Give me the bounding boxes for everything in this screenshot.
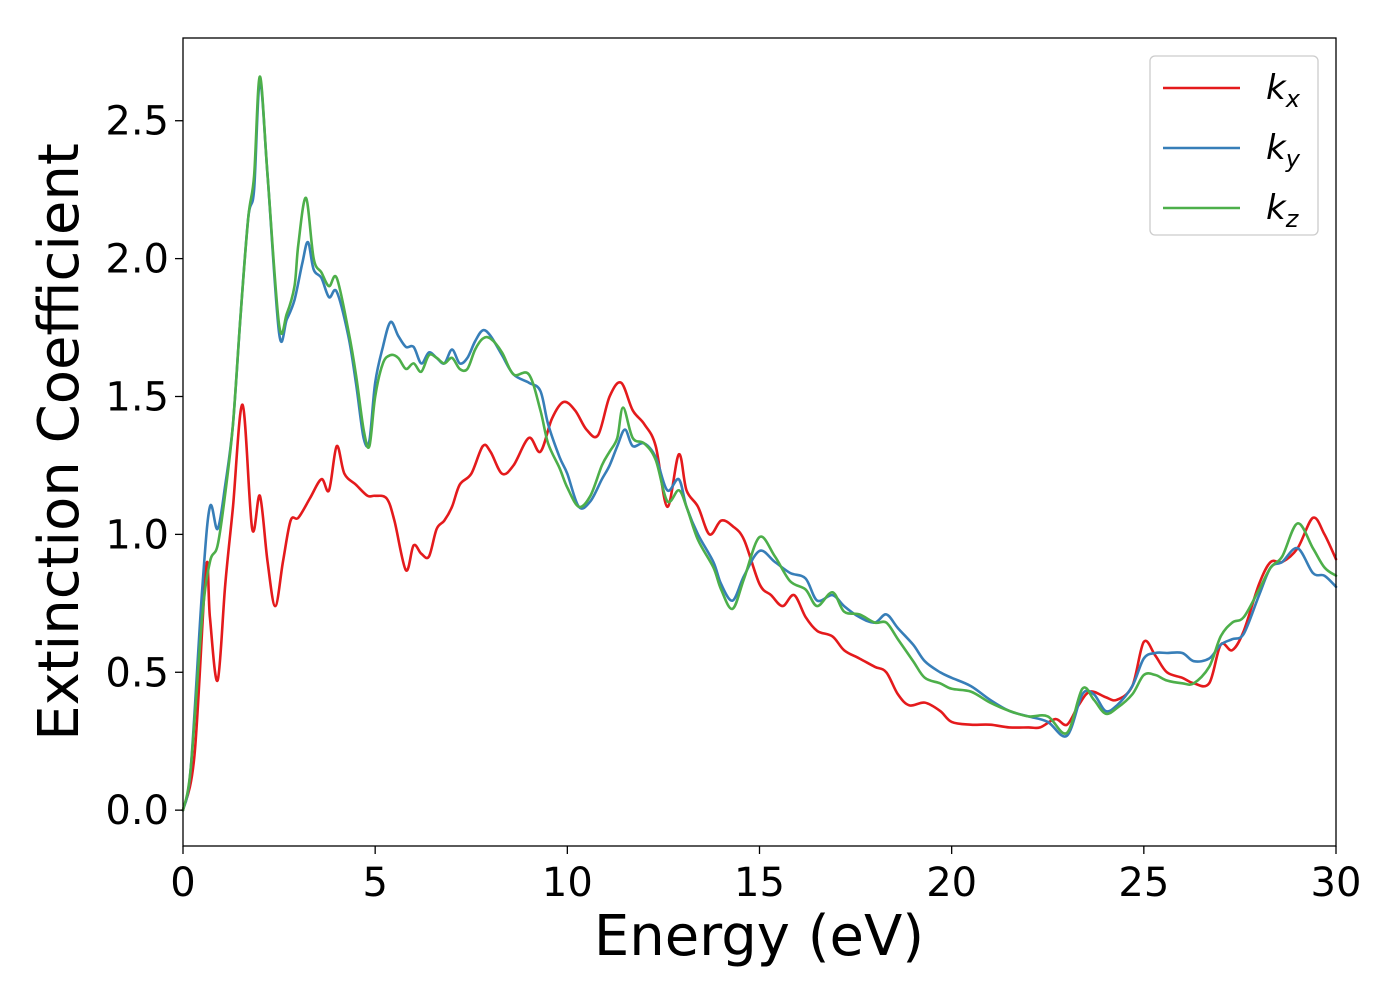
- x-tick-label: 0: [170, 860, 195, 906]
- series-line-x: [181, 381, 1338, 812]
- legend-label-x: kx: [1266, 68, 1301, 113]
- x-tick-label: 15: [734, 860, 785, 906]
- legend-label-base: k: [1266, 68, 1287, 108]
- legend-label-subscript: x: [1285, 85, 1301, 113]
- y-tick-label: 0.0: [105, 788, 169, 834]
- legend-label-z: kz: [1266, 188, 1300, 233]
- x-axis-label: Energy (eV): [594, 904, 924, 969]
- x-tick-label: 25: [1118, 860, 1169, 906]
- x-tick-label: 5: [362, 860, 387, 906]
- x-tick-label: 30: [1311, 860, 1362, 906]
- legend-label-subscript: z: [1285, 205, 1300, 233]
- y-tick-label: 1.5: [105, 374, 169, 420]
- y-axis-label: Extinction Coefficient: [27, 143, 92, 741]
- series-layer: [181, 75, 1338, 812]
- x-tick-label: 10: [542, 860, 593, 906]
- legend-label-base: k: [1266, 128, 1287, 168]
- legend-label-base: k: [1266, 188, 1287, 228]
- series-line-y: [181, 80, 1338, 812]
- x-tick-label: 20: [926, 860, 977, 906]
- legend-label-subscript: y: [1285, 145, 1301, 173]
- y-tick-label: 0.5: [105, 650, 169, 696]
- legend-label-y: ky: [1266, 128, 1301, 173]
- y-tick-label: 1.0: [105, 512, 169, 558]
- y-tick-label: 2.0: [105, 237, 169, 283]
- series-line-z: [181, 75, 1338, 812]
- y-axis: 0.0 0.5 1.0 1.5 2.0 2.5: [105, 99, 183, 834]
- legend-box: [1149, 55, 1319, 236]
- x-axis: 0 5 10 15 20 25 30: [170, 846, 1361, 906]
- y-tick-label: 2.5: [105, 99, 169, 145]
